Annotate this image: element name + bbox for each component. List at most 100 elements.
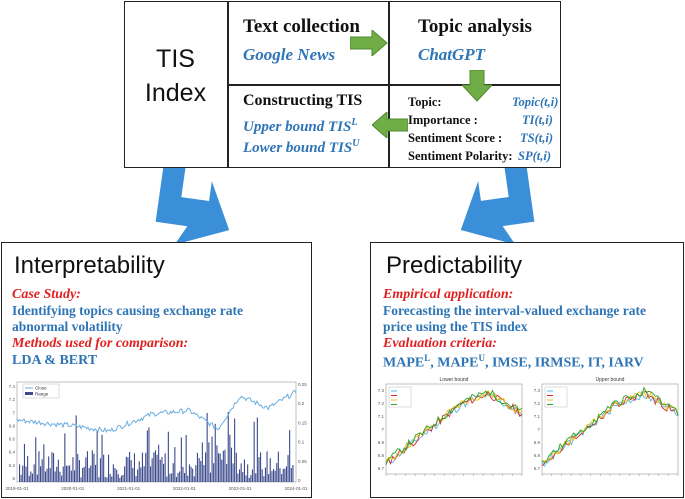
range-bar bbox=[129, 452, 131, 482]
range-bar bbox=[164, 453, 166, 482]
methods-text: LDA & BERT bbox=[12, 353, 98, 368]
forecast-series-line bbox=[385, 389, 523, 466]
range-bar bbox=[192, 468, 194, 482]
eval-part-1: MAPE bbox=[383, 355, 425, 371]
range-bar bbox=[172, 463, 174, 482]
range-bar bbox=[35, 437, 37, 482]
y-tick-label: 7.1 bbox=[378, 414, 385, 419]
range-bar bbox=[240, 463, 242, 482]
range-bar bbox=[290, 468, 292, 482]
range-bar bbox=[28, 475, 30, 482]
range-bar bbox=[237, 473, 239, 482]
range-bar bbox=[226, 464, 228, 482]
range-bar bbox=[248, 477, 250, 482]
range-bar bbox=[117, 474, 119, 482]
range-bar bbox=[158, 444, 160, 482]
left-tick-label: 6.2 bbox=[9, 463, 16, 468]
range-bar bbox=[27, 456, 29, 482]
range-bar bbox=[98, 477, 100, 482]
range-bar bbox=[44, 471, 46, 482]
range-bar bbox=[269, 458, 271, 482]
legend-box bbox=[388, 386, 412, 408]
range-bar bbox=[86, 451, 88, 482]
y-tick-label: 7.2 bbox=[378, 401, 385, 406]
range-bar bbox=[31, 473, 33, 482]
tis-title-line2: Index bbox=[144, 79, 207, 107]
divider-vertical-top bbox=[388, 1, 390, 85]
right-tick-label: 0.1 bbox=[298, 440, 305, 445]
range-bar bbox=[198, 458, 200, 482]
range-bar bbox=[143, 466, 145, 482]
range-bar bbox=[171, 473, 173, 482]
range-bar bbox=[201, 442, 203, 482]
right-tick-label: 0.05 bbox=[298, 459, 307, 464]
range-bar bbox=[150, 466, 152, 482]
range-bar bbox=[200, 461, 202, 482]
range-bar bbox=[156, 454, 158, 482]
range-bar bbox=[227, 412, 229, 482]
eval-part-3: , MAPE bbox=[430, 355, 479, 371]
range-bar bbox=[184, 473, 186, 482]
range-bar bbox=[88, 467, 90, 482]
range-bar bbox=[96, 430, 98, 482]
range-bar bbox=[62, 466, 64, 482]
eval-part-5: , IMSE, IRMSE, IT, IARV bbox=[484, 355, 644, 371]
range-bar bbox=[101, 434, 103, 482]
range-bar bbox=[274, 470, 276, 482]
upper-bound-text: Upper bound TIS bbox=[243, 119, 352, 135]
forecast-series-line bbox=[541, 390, 679, 462]
range-bar bbox=[95, 464, 97, 482]
range-bar bbox=[108, 454, 110, 482]
range-bar bbox=[229, 434, 231, 482]
lower-bound-line: Lower bound TISU bbox=[243, 138, 359, 157]
range-bar bbox=[276, 463, 278, 482]
left-tick-label: 7.2 bbox=[9, 397, 16, 402]
y-tick-label: 7 bbox=[381, 427, 384, 432]
text-collection-source: Google News bbox=[243, 45, 336, 64]
range-bar bbox=[54, 471, 56, 482]
y-tick-label: 7.3 bbox=[534, 388, 541, 393]
topic-analysis-title: Topic analysis bbox=[418, 16, 532, 37]
upper-bound-line: Upper bound TISL bbox=[243, 117, 357, 136]
range-bar bbox=[211, 436, 213, 482]
range-bar bbox=[109, 473, 111, 482]
range-bar bbox=[180, 437, 182, 482]
range-bar bbox=[112, 464, 114, 482]
legend-close-label: Close bbox=[35, 386, 47, 391]
range-bar bbox=[214, 423, 216, 482]
evaluation-text: MAPEL, MAPEU, IMSE, IRMSE, IT, IARV bbox=[383, 353, 644, 372]
x-tick-label: 2022-01-01 bbox=[173, 486, 197, 491]
range-bar bbox=[261, 469, 263, 482]
interpretability-title: Interpretability bbox=[14, 252, 165, 279]
legend-box bbox=[544, 386, 568, 408]
range-bar bbox=[85, 457, 87, 482]
range-bar bbox=[239, 469, 241, 482]
range-bar bbox=[49, 468, 51, 482]
range-bar bbox=[72, 457, 74, 482]
right-tick-label: 0.25 bbox=[298, 382, 307, 387]
range-bar bbox=[69, 465, 71, 482]
range-bar bbox=[137, 469, 139, 482]
range-bar bbox=[163, 463, 165, 482]
range-bar bbox=[260, 452, 262, 482]
range-bar bbox=[175, 477, 177, 482]
range-bar bbox=[289, 430, 291, 482]
range-bar bbox=[179, 471, 181, 482]
range-bar bbox=[48, 456, 50, 482]
y-tick-label: 6.9 bbox=[534, 440, 541, 445]
range-bar bbox=[57, 459, 59, 482]
range-bar bbox=[146, 430, 148, 482]
range-bar bbox=[195, 465, 197, 482]
range-bar bbox=[255, 473, 257, 482]
text-collection-title: Text collection bbox=[243, 16, 360, 37]
divider-horizontal bbox=[227, 84, 561, 86]
output-symbol-topic: Topic(t,i) bbox=[512, 95, 559, 109]
left-tick-label: 6.6 bbox=[9, 437, 16, 442]
range-bar bbox=[167, 431, 169, 482]
y-tick-label: 7.1 bbox=[534, 414, 541, 419]
range-bar bbox=[224, 449, 226, 482]
range-bar bbox=[243, 459, 245, 482]
range-bar bbox=[106, 477, 108, 482]
range-bar bbox=[234, 418, 236, 482]
range-bar bbox=[80, 477, 82, 482]
